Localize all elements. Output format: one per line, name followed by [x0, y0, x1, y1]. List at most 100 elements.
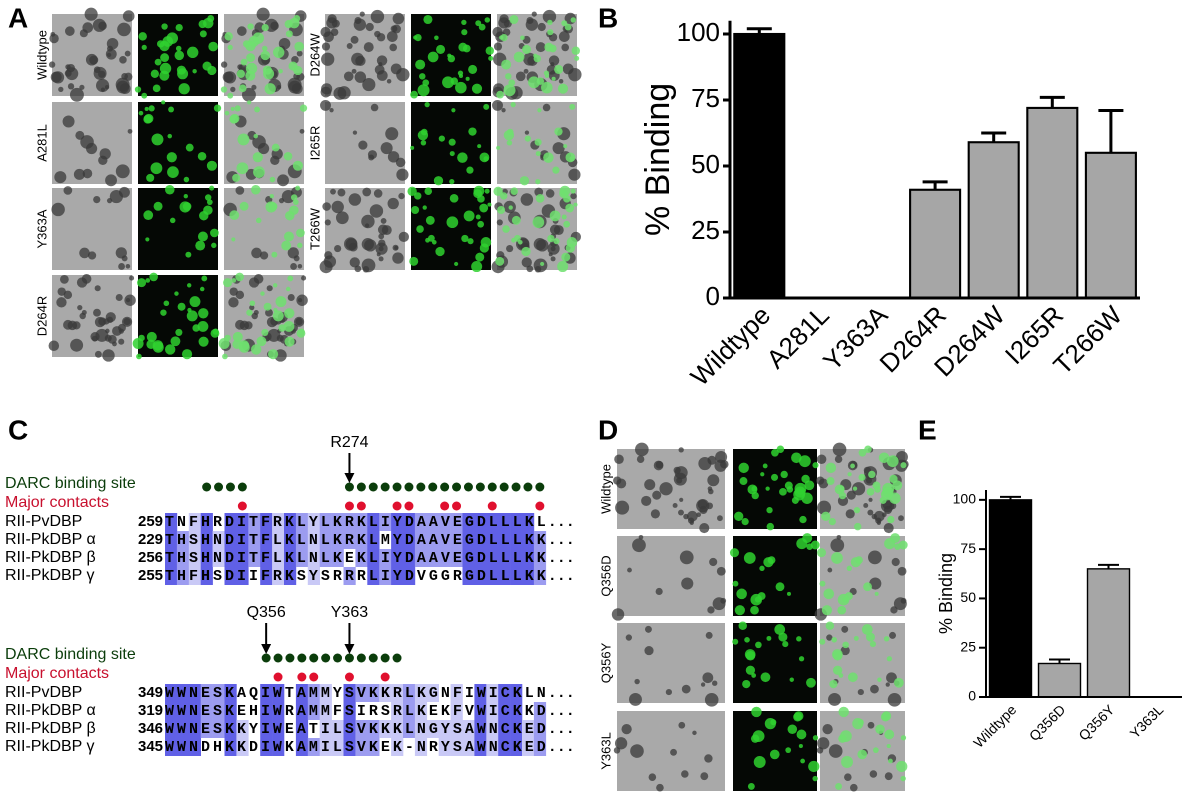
dark-cell — [63, 319, 73, 330]
green-cell — [798, 656, 805, 662]
green-cell — [471, 261, 483, 273]
green-cell — [821, 605, 833, 616]
conservation-shade — [272, 567, 285, 585]
green-cell — [148, 105, 155, 112]
green-cell — [826, 477, 835, 486]
residue-label: Y363 — [331, 604, 368, 621]
green-cell — [564, 23, 572, 31]
green-cell — [535, 193, 545, 203]
dark-cell — [704, 693, 719, 707]
green-cell — [267, 349, 279, 360]
green-cell — [780, 470, 788, 479]
green-cell — [237, 133, 250, 146]
green-cell — [252, 152, 263, 163]
micrograph — [51, 186, 132, 270]
conservation-shade — [462, 531, 475, 549]
dark-cell — [119, 56, 127, 64]
dark-cell — [73, 168, 85, 180]
green-cell — [495, 256, 505, 266]
dark-cell — [265, 308, 273, 317]
conservation-shade — [260, 549, 273, 567]
row-label: I265R — [307, 126, 322, 161]
dark-cell — [887, 693, 902, 707]
conservation-shade — [462, 549, 475, 567]
dark-cell — [367, 150, 377, 160]
green-cell — [800, 758, 806, 764]
conservation-shade — [391, 549, 404, 567]
y-tick-label: 75 — [960, 540, 976, 556]
green-cell — [183, 194, 188, 199]
dark-cell — [352, 130, 358, 135]
dark-cell — [828, 744, 843, 758]
dark-cell — [827, 567, 833, 573]
panel-letter: E — [918, 414, 937, 445]
green-cell — [201, 275, 208, 282]
green-cell — [222, 353, 228, 360]
sequence-start: 345 — [138, 738, 163, 755]
conservation-shade — [391, 567, 404, 585]
green-cell — [738, 462, 749, 474]
dark-cell — [72, 321, 81, 330]
conservation-shade — [319, 531, 332, 549]
conservation-shade — [391, 684, 404, 702]
conservation-shade — [414, 702, 428, 720]
conservation-shade — [188, 684, 201, 702]
green-cell — [145, 237, 150, 242]
green-cell — [776, 445, 785, 453]
micrograph — [138, 100, 222, 184]
conservation-shade — [474, 549, 487, 567]
green-cell — [812, 462, 819, 469]
conservation-shade — [260, 567, 273, 585]
conservation-shade — [331, 738, 344, 756]
conservation-shade — [450, 549, 463, 567]
conservation-shade — [236, 720, 249, 738]
sequence-name: RII-PkDBP β — [5, 549, 96, 566]
conservation-shade — [498, 549, 511, 567]
conservation-shade — [272, 513, 285, 531]
green-cell — [465, 76, 470, 81]
green-cell — [447, 53, 452, 58]
dark-cell — [897, 566, 907, 576]
dark-cell — [287, 293, 295, 302]
green-cell — [166, 152, 177, 163]
green-cell — [247, 23, 254, 30]
green-cell — [842, 641, 849, 649]
green-cell — [493, 186, 503, 197]
conservation-shade — [403, 567, 416, 585]
conservation-shade — [438, 738, 451, 756]
dark-cell — [93, 308, 101, 317]
dark-cell — [884, 772, 893, 781]
dark-cell — [375, 242, 388, 255]
dark-cell — [48, 340, 60, 352]
green-cell — [454, 261, 459, 267]
row-label: A281L — [34, 124, 49, 162]
dark-cell — [568, 168, 581, 181]
green-cell — [759, 565, 765, 572]
conservation-shade — [426, 684, 439, 702]
binding-dot — [261, 653, 271, 663]
x-tick-label: Wildtype — [684, 300, 776, 392]
green-cell — [483, 103, 490, 110]
conservation-shade — [379, 567, 392, 585]
conservation-shade — [343, 684, 356, 702]
conservation-shade — [236, 531, 249, 549]
dark-cell — [278, 37, 291, 50]
panel-letter: B — [598, 2, 618, 33]
dark-cell — [235, 319, 245, 330]
sequence-start: 256 — [138, 549, 163, 566]
dark-cell — [851, 482, 866, 496]
conservation-shade — [462, 513, 475, 531]
dark-cell — [634, 442, 649, 457]
green-cell — [435, 246, 445, 257]
conservation-shade — [212, 531, 225, 549]
green-cell — [825, 462, 837, 474]
dark-cell — [387, 197, 399, 210]
dark-cell — [119, 83, 131, 95]
green-cell — [292, 160, 303, 171]
green-cell — [410, 145, 415, 150]
dark-cell — [81, 274, 92, 284]
contact-dot — [344, 672, 354, 682]
dark-cell — [398, 192, 405, 200]
dark-cell — [681, 577, 694, 590]
micrograph — [134, 14, 218, 99]
